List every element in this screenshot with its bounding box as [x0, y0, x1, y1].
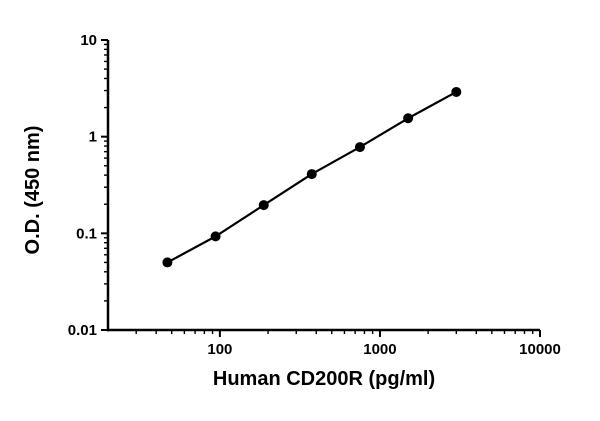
data-point-marker	[162, 257, 173, 268]
y-tick-label: 0.1	[76, 225, 97, 242]
x-tick-label: 100	[207, 341, 232, 358]
data-point-marker	[354, 142, 365, 153]
data-point-marker	[210, 231, 221, 242]
y-tick-label: 1	[89, 129, 97, 146]
y-tick-label: 0.01	[68, 322, 97, 339]
x-tick-label: 1000	[363, 341, 396, 358]
data-point-marker	[403, 113, 414, 124]
data-point-marker	[306, 169, 317, 180]
y-tick-label: 10	[80, 32, 97, 49]
y-axis-label: O.D. (450 nm)	[22, 125, 44, 255]
data-point-marker	[451, 86, 462, 97]
data-point-marker	[258, 200, 269, 211]
x-axis-label: Human CD200R (pg/ml)	[212, 368, 436, 390]
x-tick-label: 10000	[519, 341, 561, 358]
